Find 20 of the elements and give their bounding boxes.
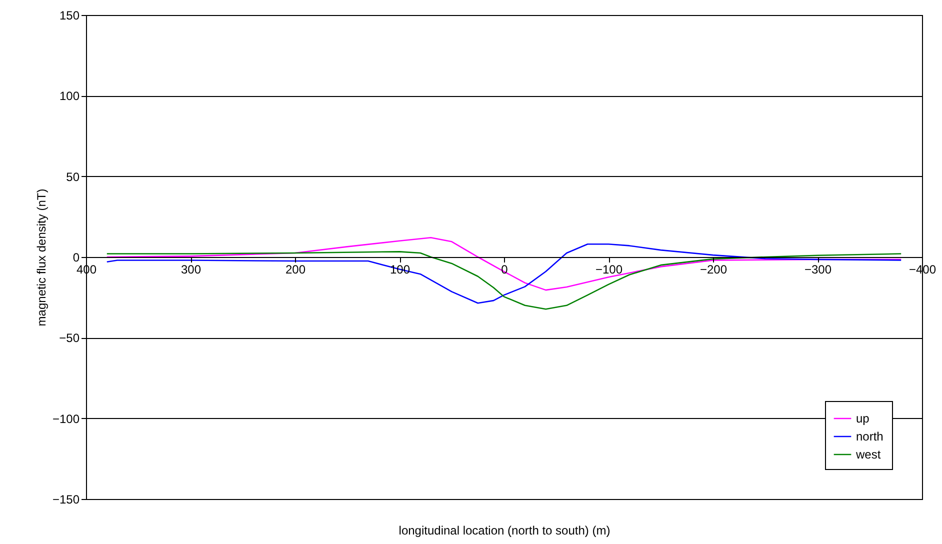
y-tick-label: 150 [59,8,80,22]
x-tick-label: −100 [595,262,623,276]
legend-label: up [856,412,870,426]
x-tick-label: −200 [700,262,728,276]
y-tick-label: 100 [59,89,80,104]
line-series [106,236,902,291]
y-tick-label: −50 [59,331,80,346]
y-tick-label: −100 [52,412,80,426]
legend-label: north [856,430,884,444]
x-tick-label: −300 [804,262,832,276]
y-axis-title: magnetic flux density (nT) [34,188,48,326]
x-tick-label: 300 [180,262,202,276]
y-tick-label: 0 [72,250,80,264]
legend-label: west [855,448,882,462]
line-series [106,251,902,310]
y-tick-label: 50 [66,170,80,184]
x-axis-title: longitudinal location (north to south) (m) [398,524,610,538]
line-series [106,243,902,304]
y-tick-label: −150 [52,492,80,506]
x-tick-label: 200 [285,262,306,276]
